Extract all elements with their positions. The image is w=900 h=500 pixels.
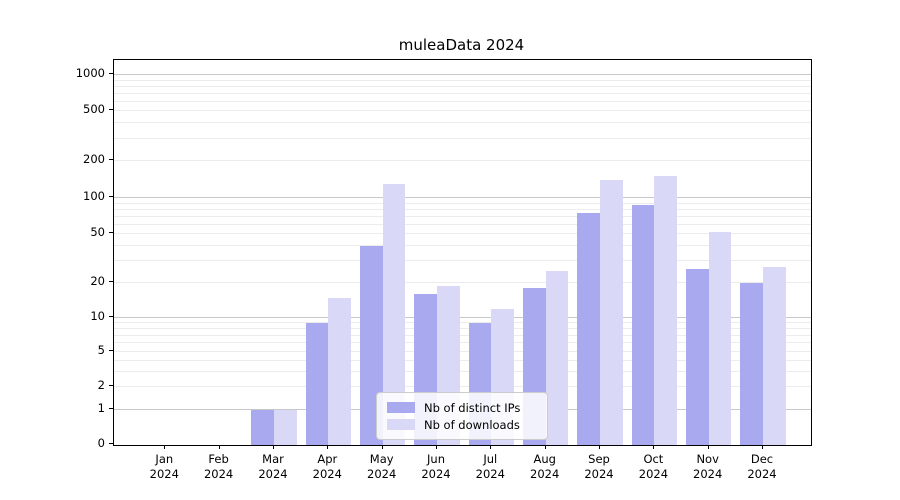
y-tick-mark-0 xyxy=(109,443,113,444)
gridline-9 xyxy=(114,322,811,324)
bar-dec-distinct-ips xyxy=(740,283,763,445)
y-tick-label-500: 500 xyxy=(83,102,105,116)
gridline-90 xyxy=(114,202,811,204)
y-tick-label-200: 200 xyxy=(83,152,105,166)
y-tick-mark-5 xyxy=(109,350,113,351)
bar-oct-distinct-ips xyxy=(631,204,655,445)
bar-apr-downloads xyxy=(328,297,351,445)
bar-dec-downloads xyxy=(763,267,786,445)
y-tick-mark-50 xyxy=(109,232,113,233)
x-tick-mark-dec xyxy=(762,445,763,449)
x-tick-label-jun: Jun 2024 xyxy=(421,452,451,481)
y-tick-label-100: 100 xyxy=(83,189,105,203)
gridline-200 xyxy=(114,160,811,161)
bar-sep-distinct-ips xyxy=(577,212,600,445)
x-tick-label-feb: Feb 2024 xyxy=(203,452,234,481)
gridline-3 xyxy=(114,370,811,372)
gridline-60 xyxy=(114,223,811,225)
gridline-8 xyxy=(114,327,811,329)
gridline-20 xyxy=(114,282,811,283)
gridline-30 xyxy=(114,260,811,262)
x-tick-label-aug: Aug 2024 xyxy=(530,452,560,481)
x-tick-label-oct: Oct 2024 xyxy=(638,452,669,481)
gridline-1000 xyxy=(114,74,811,75)
y-tick-label-1: 1 xyxy=(97,400,105,415)
gridline-700 xyxy=(114,92,811,94)
x-tick-mark-apr xyxy=(327,445,329,449)
x-tick-mark-sep xyxy=(599,445,600,449)
legend-label-downloads: Nb of downloads xyxy=(424,417,520,432)
x-tick-mark-jun xyxy=(436,445,437,449)
x-tick-label-sep: Sep 2024 xyxy=(584,452,614,481)
x-tick-label-jul: Jul 2024 xyxy=(475,452,505,481)
x-tick-mark-jan xyxy=(164,445,166,449)
y-tick-label-20: 20 xyxy=(90,274,105,288)
bar-nov-distinct-ips xyxy=(686,269,709,445)
y-tick-label-5: 5 xyxy=(97,343,105,357)
gridline-50 xyxy=(114,233,811,234)
bar-mar-downloads xyxy=(274,409,297,445)
y-tick-label-1000: 1000 xyxy=(75,66,105,80)
gridline-2 xyxy=(114,386,811,387)
gridline-40 xyxy=(114,244,811,246)
gridline-400 xyxy=(114,122,811,124)
y-tick-mark-1 xyxy=(109,407,113,409)
legend: Nb of distinct IPs Nb of downloads xyxy=(376,392,548,440)
y-tick-label-50: 50 xyxy=(90,225,105,239)
x-tick-mark-nov xyxy=(707,445,709,449)
x-tick-label-apr: Apr 2024 xyxy=(312,452,342,481)
bar-aug-downloads xyxy=(545,271,569,445)
x-tick-mark-jul xyxy=(490,445,492,449)
bar-may-downloads xyxy=(382,184,406,445)
gridline-100 xyxy=(114,197,811,198)
gridline-300 xyxy=(114,137,811,139)
bar-nov-downloads xyxy=(708,232,732,445)
gridline-80 xyxy=(114,208,811,210)
x-tick-label-mar: Mar 2024 xyxy=(258,452,288,481)
y-tick-mark-10 xyxy=(109,316,113,317)
bar-apr-distinct-ips xyxy=(305,323,329,445)
x-tick-label-jan: Jan 2024 xyxy=(149,452,179,481)
gridline-900 xyxy=(114,79,811,81)
y-tick-mark-2 xyxy=(109,385,113,386)
y-tick-mark-200 xyxy=(109,159,113,160)
bar-sep-downloads xyxy=(600,180,623,445)
legend-swatch-distinct-ips xyxy=(387,402,415,413)
gridline-800 xyxy=(114,85,811,87)
y-tick-mark-1000 xyxy=(109,73,113,74)
gridline-5 xyxy=(114,351,811,352)
y-tick-mark-500 xyxy=(109,109,113,110)
legend-label-distinct-ips: Nb of distinct IPs xyxy=(424,400,521,415)
chart-title: muleaData 2024 xyxy=(398,36,525,54)
x-tick-label-dec: Dec 2024 xyxy=(747,452,777,481)
x-tick-mark-may xyxy=(381,445,383,449)
gridline-4 xyxy=(114,359,811,361)
y-tick-label-2: 2 xyxy=(97,378,105,392)
gridline-70 xyxy=(114,215,811,217)
x-tick-mark-mar xyxy=(273,445,274,449)
plot-area: Nb of distinct IPs Nb of downloads xyxy=(113,59,812,446)
legend-swatch-downloads xyxy=(387,419,415,430)
gridline-6 xyxy=(114,342,811,344)
legend-row-downloads: Nb of downloads xyxy=(385,416,539,433)
gridline-500 xyxy=(114,110,811,111)
x-tick-mark-oct xyxy=(653,445,655,449)
legend-row-distinct-ips: Nb of distinct IPs xyxy=(385,399,539,416)
y-tick-mark-20 xyxy=(109,281,113,282)
y-tick-label-10: 10 xyxy=(90,309,105,323)
bar-mar-distinct-ips xyxy=(251,409,274,445)
y-tick-label-0: 0 xyxy=(97,436,105,450)
x-tick-label-may: May 2024 xyxy=(367,452,397,481)
x-tick-label-nov: Nov 2024 xyxy=(693,452,723,481)
gridline-10 xyxy=(114,317,811,318)
x-tick-mark-feb xyxy=(218,445,220,449)
x-tick-mark-aug xyxy=(544,445,546,449)
y-tick-mark-100 xyxy=(109,196,113,197)
bar-oct-downloads xyxy=(654,176,678,445)
gridline-600 xyxy=(114,100,811,102)
gridline-7 xyxy=(114,334,811,336)
